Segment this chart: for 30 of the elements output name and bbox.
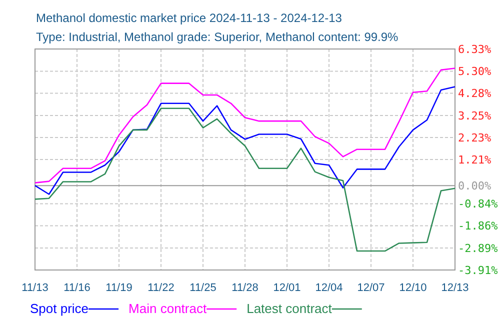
y-tick-label: 2.23% [458,131,492,144]
x-tick-label: 11/16 [64,282,90,294]
chart-subtitle: Type: Industrial, Methanol grade: Superior, Methanol content: 99.9% [36,30,399,44]
y-tick-label: -3.91% [458,264,498,277]
line-series [34,68,456,184]
y-tick-label: 1.21% [458,153,492,166]
y-tick-label: 0.00% [458,179,492,192]
chart-title: Methanol domestic market price 2024-11-13 - 2024-12-13 [36,11,342,25]
x-tick-label: 11/22 [148,282,174,294]
x-tick-label: 12/01 [273,282,301,294]
x-tick-label: 11/25 [190,282,216,294]
x-tick-label: 11/19 [106,282,132,294]
y-tick-label: -2.89% [458,242,498,255]
y-tick-label: 3.25% [458,109,492,122]
y-tick-label: 4.28% [458,87,492,100]
y-tick-label: 5.30% [458,65,492,78]
line-series [34,86,456,195]
x-tick-label: 12/13 [441,282,469,294]
x-tick-label: 11/13 [22,282,48,294]
legend-label: Spot price [30,301,89,316]
x-tick-label: 12/04 [315,282,343,294]
legend-label: Latest contract [246,301,332,316]
x-tick-label: 12/10 [399,282,427,294]
legend-label: Main contract [128,301,207,316]
line-series [34,108,456,252]
y-tick-label: -0.84% [458,198,498,211]
y-tick-label: -1.86% [458,220,498,233]
y-tick-label: 6.33% [458,42,492,56]
x-tick-label: 11/28 [232,282,258,294]
x-tick-label: 12/07 [357,282,385,294]
